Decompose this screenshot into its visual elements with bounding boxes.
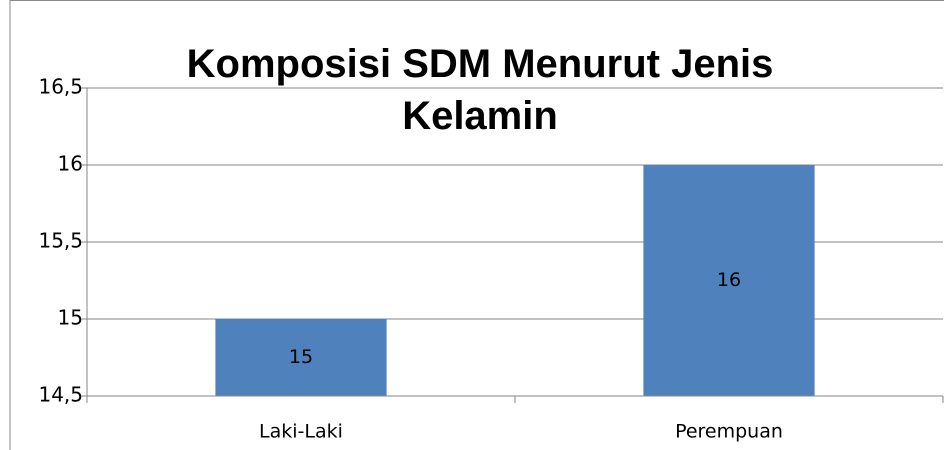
y-tick-label: 14,5 bbox=[38, 383, 83, 407]
y-tick-label: 16 bbox=[58, 152, 83, 176]
y-tick-label: 15,5 bbox=[38, 229, 83, 253]
y-tick-label: 16,5 bbox=[38, 75, 83, 99]
bar bbox=[643, 165, 815, 396]
x-tick-label: Perempuan bbox=[675, 421, 783, 443]
chart-title: Komposisi SDM Menurut Jenis Kelamin bbox=[186, 42, 774, 138]
y-tick-label: 15 bbox=[58, 306, 83, 330]
data-label: 16 bbox=[717, 269, 741, 291]
data-label: 15 bbox=[289, 346, 313, 368]
x-tick-label: Laki-Laki bbox=[259, 421, 343, 443]
bar bbox=[215, 319, 387, 396]
